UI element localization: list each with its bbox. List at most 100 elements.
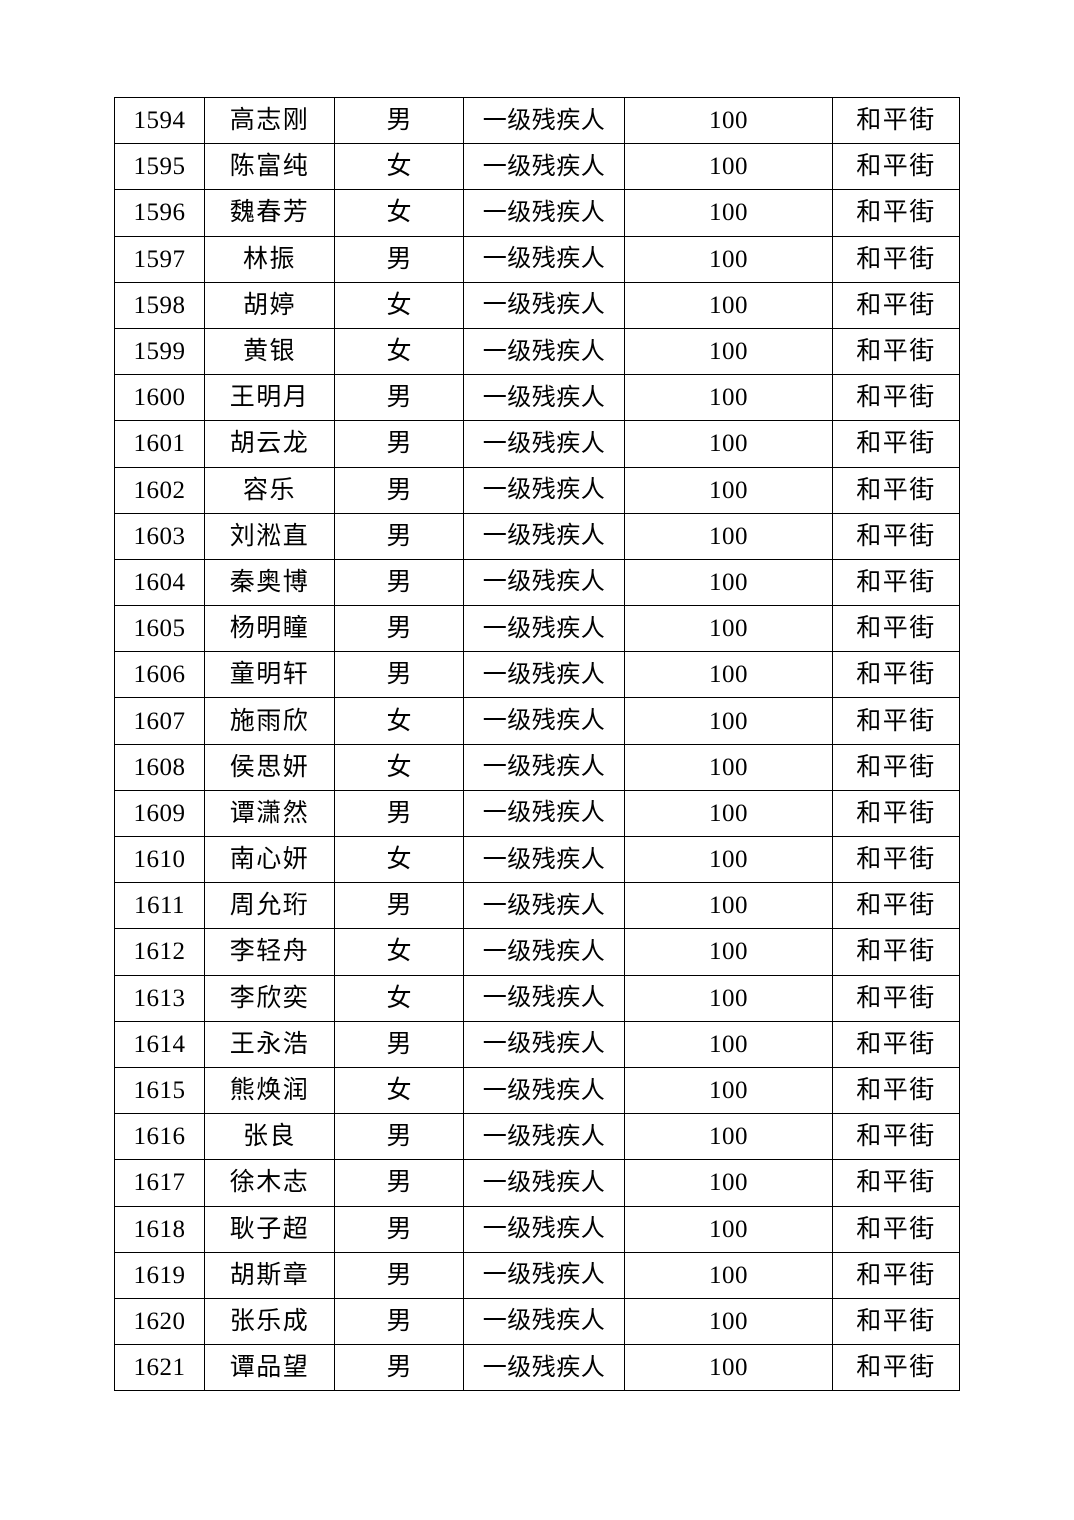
cell-sequence-number: 1612 [114, 928, 205, 976]
cell-gender: 男 [334, 789, 464, 838]
cell-subsidy-amount: 100 [624, 1251, 833, 1299]
cell-person-name: 侯思妍 [204, 743, 335, 791]
table-row: 1610 南心妍女一级残疾人 100 和平街 [114, 835, 960, 884]
cell-gender: 男 [334, 1113, 464, 1161]
cell-person-name: 南心妍 [204, 835, 335, 884]
cell-subsidy-amount: 100 [624, 512, 833, 560]
cell-gender: 男 [334, 882, 464, 930]
cell-person-name: 黄银 [204, 327, 335, 376]
cell-disability-category: 一级残疾人 [463, 1159, 625, 1207]
table-row: 1608 侯思妍女一级残疾人 100 和平街 [114, 743, 960, 791]
cell-disability-category: 一级残疾人 [463, 743, 625, 791]
table-row: 1603 刘淞直男一级残疾人 100 和平街 [114, 512, 960, 560]
cell-subsidy-amount: 100 [624, 466, 833, 514]
cell-street-office: 和平街 [832, 235, 960, 283]
cell-person-name: 魏春芳 [204, 189, 335, 237]
cell-street-office: 和平街 [832, 1205, 960, 1253]
cell-street-office: 和平街 [832, 143, 960, 191]
cell-street-office: 和平街 [832, 1113, 960, 1161]
table-row: 1606 童明轩男一级残疾人 100 和平街 [114, 651, 960, 699]
cell-gender: 男 [334, 1297, 464, 1346]
cell-subsidy-amount: 100 [624, 143, 833, 191]
cell-disability-category: 一级残疾人 [463, 189, 625, 237]
cell-gender: 女 [334, 928, 464, 976]
cell-person-name: 张良 [204, 1113, 335, 1161]
beneficiary-roster-table: 1594 高志刚男一级残疾人 100 和平街 1595 陈富纯女一级残疾人 100 和平街 15… [114, 96, 960, 1392]
cell-sequence-number: 1597 [114, 235, 205, 283]
cell-street-office: 和平街 [832, 327, 960, 376]
cell-street-office: 和平街 [832, 743, 960, 791]
cell-street-office: 和平街 [832, 96, 960, 145]
cell-disability-category: 一级残疾人 [463, 374, 625, 422]
cell-person-name: 王明月 [204, 374, 335, 422]
table-row: 1616 张良男一级残疾人 100 和平街 [114, 1113, 960, 1161]
cell-disability-category: 一级残疾人 [463, 835, 625, 884]
cell-subsidy-amount: 100 [624, 1344, 833, 1392]
cell-sequence-number: 1617 [114, 1159, 205, 1207]
cell-street-office: 和平街 [832, 466, 960, 514]
cell-person-name: 胡斯章 [204, 1251, 335, 1299]
cell-disability-category: 一级残疾人 [463, 1205, 625, 1253]
table-row: 1613 李欣奕女一级残疾人 100 和平街 [114, 974, 960, 1022]
cell-street-office: 和平街 [832, 420, 960, 468]
cell-gender: 男 [334, 605, 464, 653]
table-row: 1605 杨明瞳男一级残疾人 100 和平街 [114, 605, 960, 653]
cell-disability-category: 一级残疾人 [463, 1020, 625, 1068]
cell-person-name: 李轻舟 [204, 928, 335, 976]
cell-sequence-number: 1605 [114, 605, 205, 653]
cell-person-name: 王永浩 [204, 1020, 335, 1068]
cell-sequence-number: 1600 [114, 374, 205, 422]
cell-disability-category: 一级残疾人 [463, 928, 625, 976]
cell-gender: 女 [334, 1066, 464, 1115]
cell-street-office: 和平街 [832, 928, 960, 976]
cell-disability-category: 一级残疾人 [463, 651, 625, 699]
cell-subsidy-amount: 100 [624, 1020, 833, 1068]
cell-person-name: 熊焕润 [204, 1066, 335, 1115]
cell-gender: 男 [334, 1020, 464, 1068]
table-row: 1609 谭潇然男一级残疾人 100 和平街 [114, 789, 960, 838]
cell-person-name: 容乐 [204, 466, 335, 514]
cell-gender: 男 [334, 1159, 464, 1207]
cell-gender: 男 [334, 420, 464, 468]
cell-subsidy-amount: 100 [624, 1113, 833, 1161]
cell-street-office: 和平街 [832, 605, 960, 653]
cell-street-office: 和平街 [832, 1344, 960, 1392]
cell-street-office: 和平街 [832, 558, 960, 607]
cell-sequence-number: 1616 [114, 1113, 205, 1161]
cell-disability-category: 一级残疾人 [463, 1344, 625, 1392]
table-row: 1618 耿子超男一级残疾人 100 和平街 [114, 1205, 960, 1253]
cell-subsidy-amount: 100 [624, 558, 833, 607]
table-row: 1611 周允珩男一级残疾人 100 和平街 [114, 882, 960, 930]
cell-gender: 男 [334, 466, 464, 514]
cell-disability-category: 一级残疾人 [463, 605, 625, 653]
cell-sequence-number: 1618 [114, 1205, 205, 1253]
cell-disability-category: 一级残疾人 [463, 96, 625, 145]
cell-sequence-number: 1621 [114, 1344, 205, 1392]
table-row: 1596 魏春芳女一级残疾人 100 和平街 [114, 189, 960, 237]
cell-person-name: 刘淞直 [204, 512, 335, 560]
cell-sequence-number: 1602 [114, 466, 205, 514]
cell-person-name: 高志刚 [204, 96, 335, 145]
cell-disability-category: 一级残疾人 [463, 466, 625, 514]
table-row: 1597 林振男一级残疾人 100 和平街 [114, 235, 960, 283]
cell-disability-category: 一级残疾人 [463, 1113, 625, 1161]
cell-subsidy-amount: 100 [624, 928, 833, 976]
table-row: 1607 施雨欣女一级残疾人 100 和平街 [114, 697, 960, 745]
cell-subsidy-amount: 100 [624, 743, 833, 791]
cell-sequence-number: 1601 [114, 420, 205, 468]
cell-street-office: 和平街 [832, 789, 960, 838]
table-row: 1621 谭品望男一级残疾人 100 和平街 [114, 1344, 960, 1392]
table-row: 1620 张乐成男一级残疾人 100 和平街 [114, 1297, 960, 1346]
cell-street-office: 和平街 [832, 697, 960, 745]
cell-person-name: 李欣奕 [204, 974, 335, 1022]
cell-subsidy-amount: 100 [624, 1297, 833, 1346]
cell-subsidy-amount: 100 [624, 789, 833, 838]
cell-subsidy-amount: 100 [624, 281, 833, 329]
cell-sequence-number: 1603 [114, 512, 205, 560]
cell-subsidy-amount: 100 [624, 974, 833, 1022]
cell-disability-category: 一级残疾人 [463, 789, 625, 838]
cell-street-office: 和平街 [832, 882, 960, 930]
cell-street-office: 和平街 [832, 374, 960, 422]
cell-sequence-number: 1610 [114, 835, 205, 884]
cell-gender: 女 [334, 974, 464, 1022]
